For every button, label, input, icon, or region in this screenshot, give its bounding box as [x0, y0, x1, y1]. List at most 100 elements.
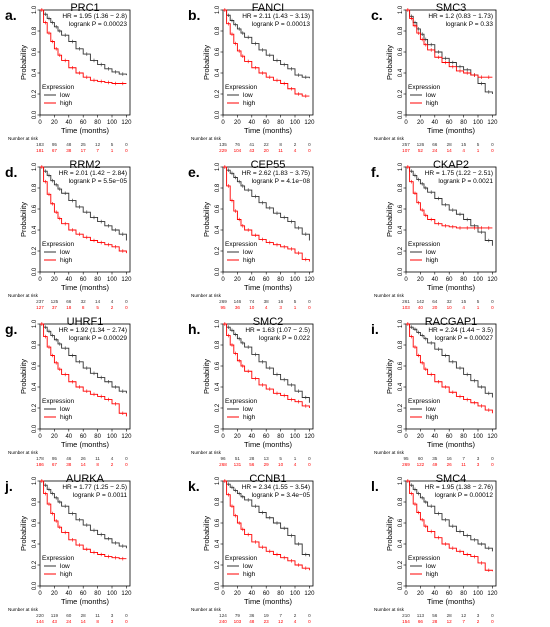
plot-frame	[405, 9, 497, 116]
y-tick-label: 0.4	[215, 539, 221, 548]
x-tick-label: 120	[487, 591, 498, 597]
at-risk-count-high: 122	[417, 462, 425, 467]
at-risk-count-low: 5	[294, 299, 297, 304]
at-risk-count-low: 5	[279, 456, 282, 461]
at-risk-count-low: 178	[36, 456, 44, 461]
hazard-ratio: HR = 1.2 (0.83 − 1.73)	[428, 13, 493, 20]
at-risk-count-low: 15	[461, 299, 467, 304]
at-risk-count-low: 36	[249, 613, 255, 618]
x-tick-label: 80	[460, 277, 467, 283]
at-risk-count-low: 76	[235, 142, 241, 147]
at-risk-count-low: 28	[447, 613, 453, 618]
x-tick-label: 0	[38, 277, 42, 283]
x-tick-label: 100	[473, 277, 484, 283]
x-tick-label: 100	[107, 434, 118, 440]
chart-title: PRC1	[70, 2, 99, 14]
at-risk-count-low: 2	[294, 613, 297, 618]
y-tick-label: 0.0	[32, 581, 38, 590]
at-risk-count-low: 11	[95, 613, 100, 618]
legend-title: Expression	[408, 241, 441, 248]
at-risk-count-low: 16	[278, 299, 284, 304]
y-tick-label: 0.4	[32, 539, 38, 548]
legend-entry-high: high	[60, 257, 73, 264]
at-risk-count-low: 0	[125, 613, 128, 618]
x-axis-label: Time (months)	[61, 440, 110, 449]
at-risk-count-high: 12	[447, 619, 453, 624]
y-tick-label: 0.4	[398, 382, 404, 391]
x-tick-label: 80	[277, 120, 284, 126]
logrank-p: logrank P = 0.00013	[252, 21, 311, 28]
x-tick-label: 80	[460, 120, 467, 126]
at-risk-count-high: 0	[125, 148, 128, 153]
at-risk-count-high: 4	[294, 619, 297, 624]
at-risk-count-high: 14	[447, 148, 453, 153]
at-risk-count-high: 56	[249, 462, 255, 467]
at-risk-count-low: 79	[235, 613, 241, 618]
y-tick-label: 1.0	[398, 162, 404, 171]
at-risk-count-high: 0	[491, 462, 494, 467]
x-tick-label: 40	[248, 120, 255, 126]
x-tick-label: 100	[473, 591, 484, 597]
logrank-p: logrank P = 0.00012	[435, 492, 494, 499]
y-tick-label: 0.2	[398, 89, 404, 98]
logrank-p: logrank P = 0.00029	[69, 335, 128, 342]
at-risk-count-low: 1	[294, 456, 297, 461]
y-tick-label: 0.6	[32, 518, 38, 527]
x-tick-label: 40	[431, 277, 438, 283]
y-tick-label: 0.6	[215, 47, 221, 56]
x-tick-label: 100	[290, 434, 301, 440]
legend-title: Expression	[408, 398, 441, 405]
y-tick-label: 0.8	[215, 340, 221, 349]
at-risk-count-high: 10	[447, 305, 453, 310]
chart-title: CEP55	[251, 159, 286, 171]
legend-entry-high: high	[426, 257, 439, 264]
y-tick-label: 1.0	[215, 319, 221, 328]
x-axis-label: Time (months)	[427, 283, 476, 292]
x-axis-label: Time (months)	[427, 597, 476, 606]
x-tick-label: 0	[404, 434, 408, 440]
at-risk-count-high: 18	[66, 305, 72, 310]
x-tick-label: 100	[290, 120, 301, 126]
y-axis-label: Probability	[19, 45, 28, 80]
legend-entry-high: high	[243, 100, 256, 107]
x-tick-label: 100	[107, 591, 118, 597]
risk-table-title: Number at risk	[191, 293, 222, 298]
plot-frame	[222, 480, 314, 587]
at-risk-count-low: 12	[461, 613, 467, 618]
panel-letter: c.	[371, 7, 383, 23]
panel-letter: j.	[4, 478, 13, 494]
x-tick-label: 20	[417, 591, 424, 597]
at-risk-count-low: 28	[81, 613, 87, 618]
x-tick-label: 0	[221, 277, 225, 283]
at-risk-count-low: 0	[125, 299, 128, 304]
chart-title: SMC2	[253, 316, 284, 328]
legend-entry-high: high	[243, 571, 256, 578]
at-risk-count-high: 0	[491, 619, 494, 624]
at-risk-count-high: 0	[308, 305, 311, 310]
y-tick-label: 0.0	[32, 424, 38, 433]
km-curve-low	[223, 480, 310, 557]
y-tick-label: 0.2	[215, 246, 221, 255]
at-risk-count-low: 60	[418, 456, 424, 461]
x-tick-label: 100	[107, 120, 118, 126]
km-curve-high	[223, 323, 310, 408]
legend-title: Expression	[42, 241, 75, 248]
x-tick-label: 60	[80, 120, 87, 126]
at-risk-count-low: 41	[249, 142, 255, 147]
km-curve-high	[223, 480, 310, 571]
logrank-p: logrank P = 0.00023	[69, 21, 128, 28]
x-tick-label: 40	[248, 277, 255, 283]
y-tick-label: 0.6	[32, 361, 38, 370]
at-risk-count-high: 2	[111, 305, 114, 310]
at-risk-count-low: 0	[491, 142, 494, 147]
x-tick-label: 0	[404, 120, 408, 126]
at-risk-count-high: 1	[111, 148, 114, 153]
at-risk-count-low: 0	[308, 456, 311, 461]
at-risk-count-high: 0	[491, 305, 494, 310]
at-risk-count-high: 3	[111, 619, 114, 624]
at-risk-count-high: 4	[462, 148, 465, 153]
at-risk-count-high: 20	[264, 148, 270, 153]
